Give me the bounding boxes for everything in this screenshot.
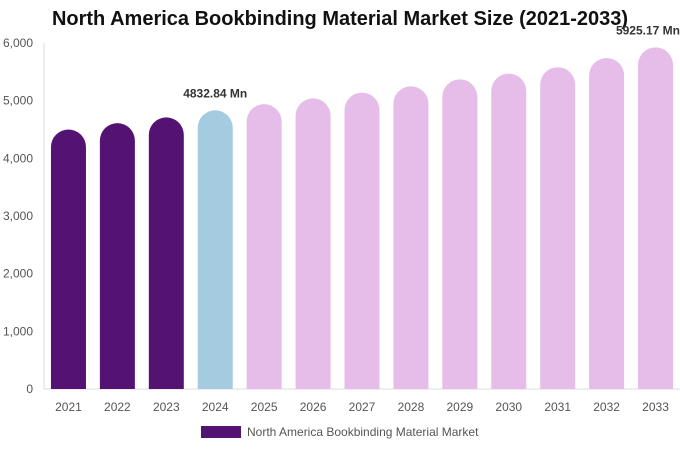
bar-2027 [344, 92, 380, 390]
x-tick-label: 2022 [104, 400, 131, 414]
bar-2024 [197, 110, 233, 390]
data-label: 4832.84 Mn [183, 86, 247, 100]
bar-2025 [246, 104, 282, 390]
bar-2023 [148, 117, 184, 389]
x-tick-label: 2027 [349, 400, 376, 414]
x-tick-label: 2021 [55, 400, 82, 414]
y-tick-label: 4,000 [3, 151, 33, 165]
y-tick-label: 3,000 [3, 209, 33, 223]
bar-2026 [295, 98, 331, 390]
bar-2032 [589, 57, 625, 389]
chart-title: North America Bookbinding Material Marke… [51, 8, 629, 30]
x-tick-label: 2024 [202, 400, 229, 414]
x-tick-label: 2028 [398, 400, 425, 414]
y-tick-label: 6,000 [3, 36, 33, 50]
legend: North America Bookbinding Material Marke… [201, 425, 478, 439]
legend-swatch [201, 426, 241, 438]
bar-2030 [491, 73, 527, 390]
x-tick-label: 2032 [593, 400, 620, 414]
x-tick-label: 2033 [642, 400, 669, 414]
x-tick-label: 2025 [251, 400, 278, 414]
bar-2033 [638, 47, 674, 390]
x-tick-label: 2029 [446, 400, 473, 414]
bar-2029 [442, 79, 478, 389]
x-tick-label: 2030 [495, 400, 522, 414]
data-label: 5925.17 Mn [616, 23, 680, 37]
bar-2021 [50, 129, 86, 389]
bar-2028 [393, 86, 429, 389]
y-tick-label: 1,000 [3, 324, 33, 338]
y-tick-label: 5,000 [3, 94, 33, 108]
bar-2031 [540, 67, 576, 389]
y-tick-label: 2,000 [3, 267, 33, 281]
x-tick-label: 2023 [153, 400, 180, 414]
x-tick-label: 2026 [300, 400, 327, 414]
legend-label: North America Bookbinding Material Marke… [247, 425, 479, 439]
x-tick-label: 2031 [544, 400, 571, 414]
bar-2022 [99, 123, 135, 390]
y-tick-label: 0 [26, 382, 33, 396]
